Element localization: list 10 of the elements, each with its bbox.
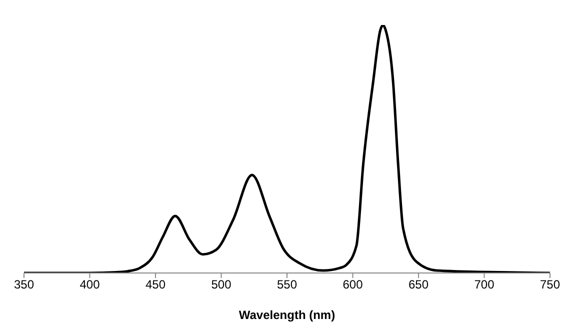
x-tick-label: 450	[145, 278, 166, 292]
x-tick-label: 700	[474, 278, 495, 292]
x-tick-label: 400	[80, 278, 100, 292]
x-tick-label: 600	[342, 278, 364, 292]
x-tick-label: 350	[14, 278, 34, 292]
x-tick-label: 550	[276, 278, 298, 292]
x-axis-title: Wavelength (nm)	[238, 308, 336, 322]
x-tick-label: 500	[211, 278, 232, 292]
x-tick-label: 750	[540, 278, 560, 292]
x-tick-label: 650	[408, 278, 429, 292]
